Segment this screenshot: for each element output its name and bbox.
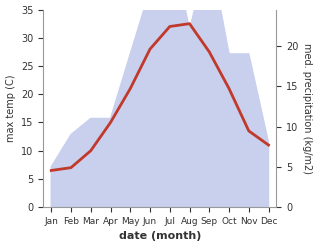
- Y-axis label: max temp (C): max temp (C): [5, 75, 16, 142]
- Y-axis label: med. precipitation (kg/m2): med. precipitation (kg/m2): [302, 43, 313, 174]
- X-axis label: date (month): date (month): [119, 231, 201, 242]
